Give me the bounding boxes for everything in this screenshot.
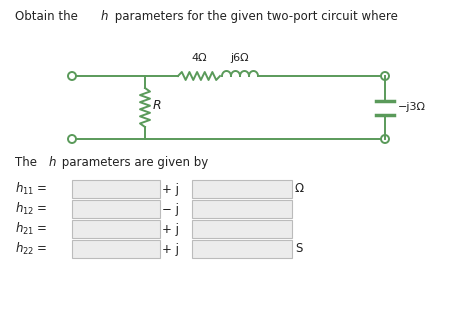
Text: $h_{21}$ =: $h_{21}$ = bbox=[15, 221, 47, 237]
FancyBboxPatch shape bbox=[72, 220, 160, 238]
Text: 4Ω: 4Ω bbox=[191, 53, 207, 63]
Text: + j: + j bbox=[162, 223, 179, 236]
FancyBboxPatch shape bbox=[72, 180, 160, 198]
FancyBboxPatch shape bbox=[72, 240, 160, 258]
Text: h: h bbox=[48, 156, 56, 169]
Text: −j3Ω: −j3Ω bbox=[398, 102, 426, 112]
Text: + j: + j bbox=[162, 242, 179, 256]
FancyBboxPatch shape bbox=[72, 200, 160, 218]
FancyBboxPatch shape bbox=[192, 180, 292, 198]
Text: S: S bbox=[295, 242, 302, 256]
Text: j6Ω: j6Ω bbox=[231, 53, 249, 63]
Text: Ω: Ω bbox=[295, 182, 304, 195]
FancyBboxPatch shape bbox=[192, 220, 292, 238]
Text: The: The bbox=[15, 156, 41, 169]
Text: parameters for the given two-port circuit where: parameters for the given two-port circui… bbox=[110, 10, 401, 23]
Text: h: h bbox=[101, 10, 109, 23]
Text: − j: − j bbox=[162, 202, 179, 215]
Text: $h_{11}$ =: $h_{11}$ = bbox=[15, 181, 47, 197]
Text: + j: + j bbox=[162, 182, 179, 195]
Text: R: R bbox=[153, 99, 162, 112]
Text: $h_{12}$ =: $h_{12}$ = bbox=[15, 201, 47, 217]
Text: Obtain the: Obtain the bbox=[15, 10, 82, 23]
Text: parameters are given by: parameters are given by bbox=[58, 156, 208, 169]
FancyBboxPatch shape bbox=[192, 200, 292, 218]
Text: $h_{22}$ =: $h_{22}$ = bbox=[15, 241, 47, 257]
FancyBboxPatch shape bbox=[192, 240, 292, 258]
